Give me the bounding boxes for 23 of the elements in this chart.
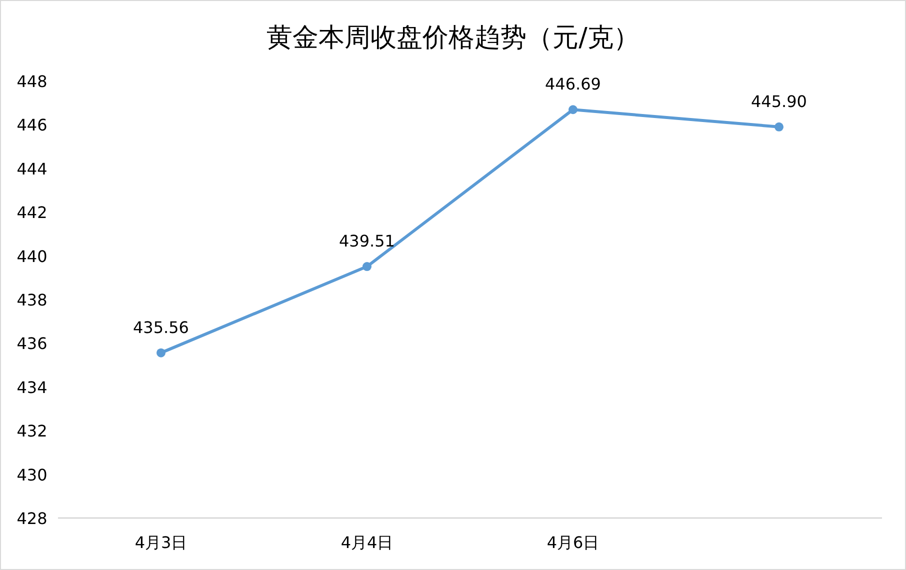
point xyxy=(774,122,784,132)
text: 439.51 xyxy=(339,232,395,251)
y-tick-label: 442 xyxy=(16,203,48,222)
y-tick-label: 432 xyxy=(16,422,48,441)
x-tick-label: 4月4日 xyxy=(340,533,394,552)
y-tick-label: 436 xyxy=(16,334,48,354)
x-tick-label: 4月3日 xyxy=(134,533,188,552)
text: 446.69 xyxy=(545,74,601,94)
point xyxy=(362,262,372,272)
y-tick-label: 434 xyxy=(16,378,48,397)
y-tick-label: 448 xyxy=(16,72,48,91)
y-tick-label: 446 xyxy=(16,116,48,135)
y-tick-label: 430 xyxy=(16,465,48,484)
y-tick-label: 444 xyxy=(16,159,48,178)
y-tick-label: 440 xyxy=(16,246,48,266)
chart-title: 黄金本周收盘价格趋势（元/克） xyxy=(266,23,640,53)
point xyxy=(568,105,578,114)
point xyxy=(156,348,166,358)
y-tick-label: 438 xyxy=(16,290,48,310)
text: 445.90 xyxy=(751,92,807,111)
x-tick-label: 4月6日 xyxy=(546,533,600,552)
text: 435.56 xyxy=(133,318,189,337)
y-tick-label: 428 xyxy=(16,509,48,528)
